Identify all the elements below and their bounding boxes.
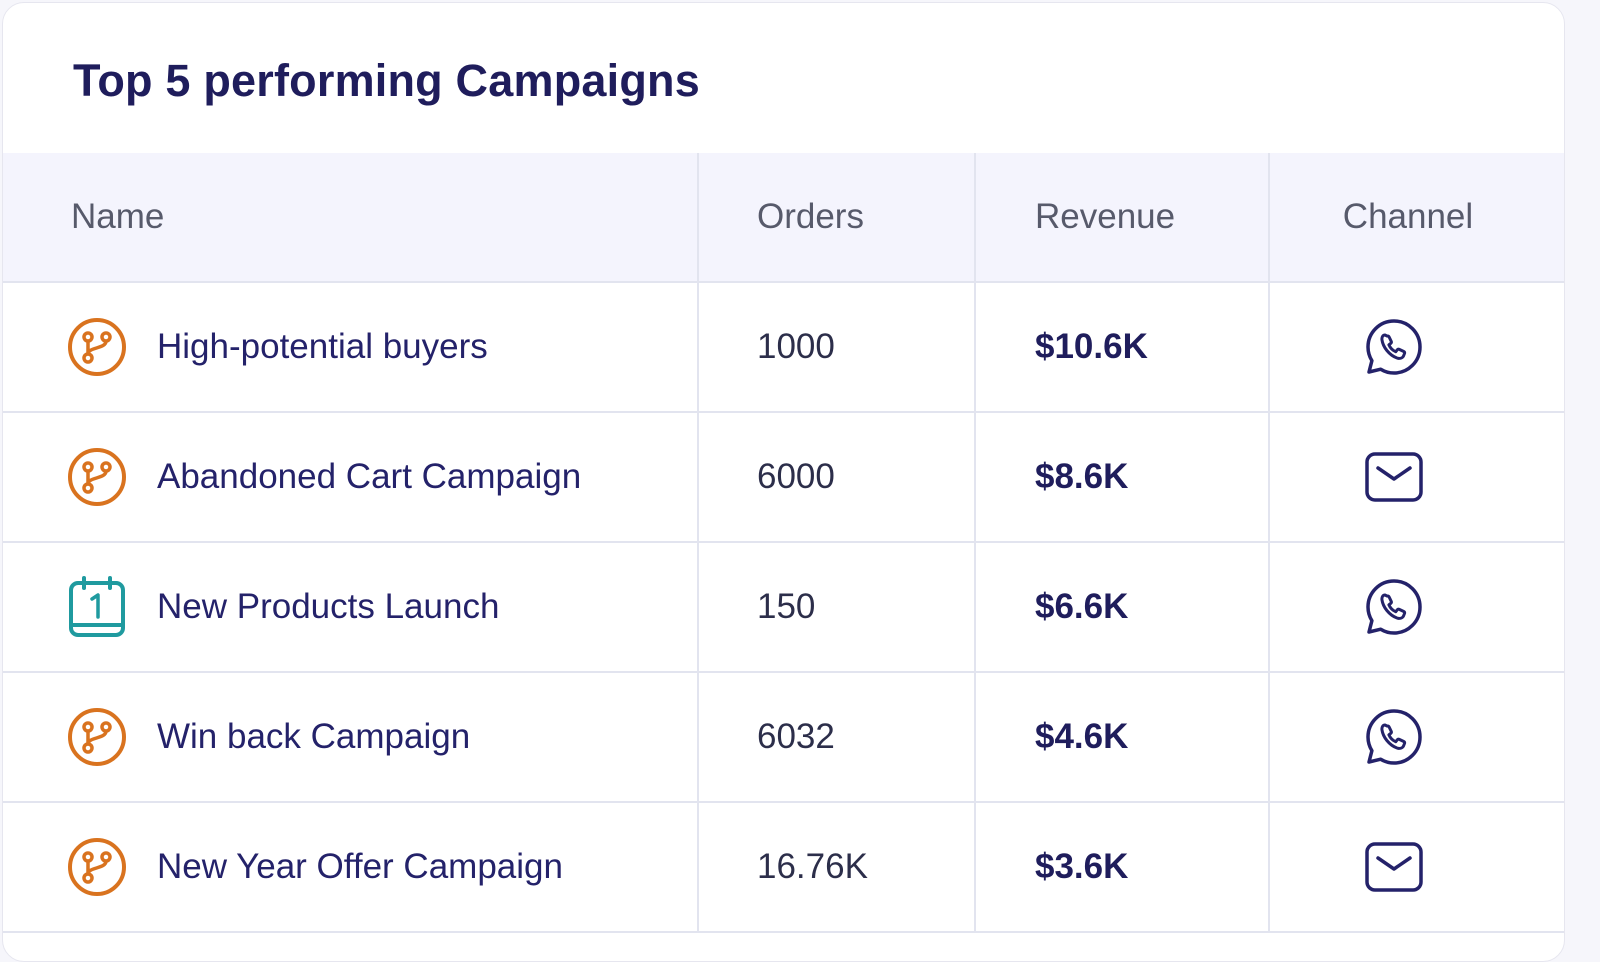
campaign-name-cell: Win back Campaign <box>3 705 697 769</box>
flow-branch-icon <box>65 835 129 899</box>
column-header-orders[interactable]: Orders <box>697 153 975 283</box>
top-campaigns-card: Top 5 performing Campaigns Name Orders R… <box>2 2 1565 962</box>
column-header-revenue[interactable]: Revenue <box>974 153 1269 283</box>
calendar-one-icon <box>65 575 129 639</box>
revenue-value: $8.6K <box>974 412 1269 543</box>
campaign-name-cell: High-potential buyers <box>3 315 697 379</box>
revenue-value: $3.6K <box>974 802 1269 933</box>
campaign-name[interactable]: New Year Offer Campaign <box>157 847 563 886</box>
revenue-value: $10.6K <box>974 282 1269 413</box>
card-title: Top 5 performing Campaigns <box>73 55 700 106</box>
table-row[interactable]: Win back Campaign 6032 $4.6K <box>3 672 1564 803</box>
campaign-name[interactable]: High-potential buyers <box>157 327 488 366</box>
campaign-name-cell: Abandoned Cart Campaign <box>3 445 697 509</box>
channel-cell <box>1268 282 1564 413</box>
channel-cell <box>1268 412 1564 543</box>
channel-cell <box>1268 802 1564 933</box>
table-row[interactable]: Abandoned Cart Campaign 6000 $8.6K <box>3 412 1564 543</box>
orders-value: 1000 <box>697 282 975 413</box>
channel-cell <box>1268 542 1564 673</box>
orders-value: 6032 <box>697 672 975 803</box>
email-icon <box>1362 835 1426 899</box>
campaigns-table: Name Orders Revenue Channel High-potenti… <box>3 153 1564 933</box>
campaign-name-cell: New Year Offer Campaign <box>3 835 697 899</box>
revenue-value: $6.6K <box>974 542 1269 673</box>
table-header-row: Name Orders Revenue Channel <box>3 153 1564 283</box>
flow-branch-icon <box>65 445 129 509</box>
whatsapp-icon <box>1362 705 1426 769</box>
flow-branch-icon <box>65 315 129 379</box>
channel-cell <box>1268 672 1564 803</box>
campaign-name[interactable]: Win back Campaign <box>157 717 471 756</box>
campaign-name[interactable]: Abandoned Cart Campaign <box>157 457 582 496</box>
campaign-name[interactable]: New Products Launch <box>157 587 500 626</box>
table-row[interactable]: New Year Offer Campaign 16.76K $3.6K <box>3 802 1564 933</box>
email-icon <box>1362 445 1426 509</box>
flow-branch-icon <box>65 705 129 769</box>
whatsapp-icon <box>1362 315 1426 379</box>
orders-value: 6000 <box>697 412 975 543</box>
campaign-name-cell: New Products Launch <box>3 575 697 639</box>
table-row[interactable]: New Products Launch 150 $6.6K <box>3 542 1564 673</box>
revenue-value: $4.6K <box>974 672 1269 803</box>
orders-value: 150 <box>697 542 975 673</box>
orders-value: 16.76K <box>697 802 975 933</box>
column-header-channel[interactable]: Channel <box>1268 153 1564 283</box>
column-header-name[interactable]: Name <box>3 153 698 283</box>
table-row[interactable]: High-potential buyers 1000 $10.6K <box>3 282 1564 413</box>
whatsapp-icon <box>1362 575 1426 639</box>
